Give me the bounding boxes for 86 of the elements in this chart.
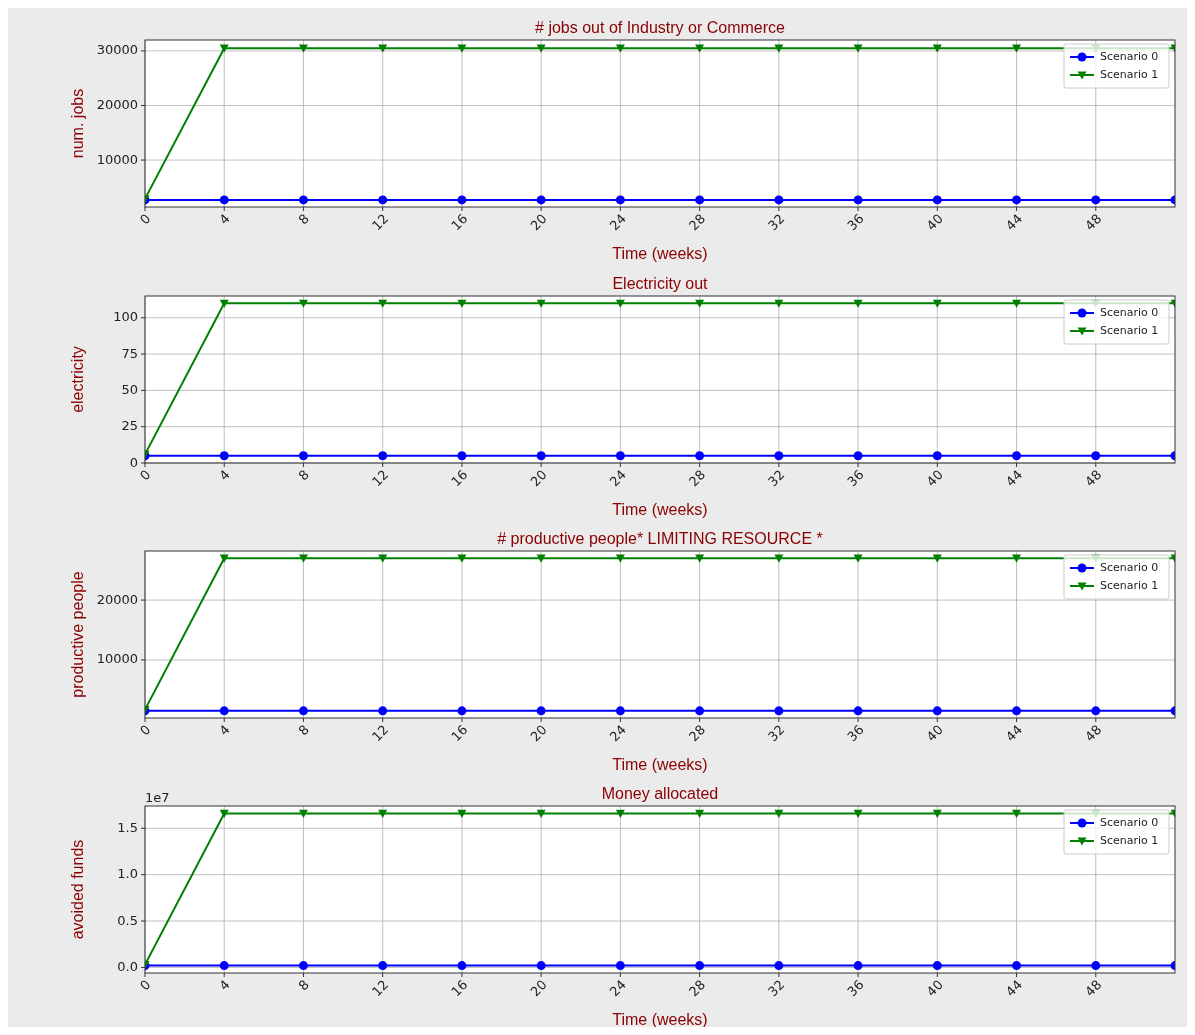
chart-title: Electricity out (612, 275, 709, 292)
x-tick-label: 4 (216, 466, 233, 484)
x-axis-title: Time (weeks) (612, 501, 708, 518)
x-tick-label: 32 (765, 721, 788, 745)
x-tick-label: 40 (923, 721, 946, 745)
x-tick-label: 36 (844, 210, 867, 234)
legend-label: Scenario 0 (1100, 561, 1159, 574)
x-tick-label: 36 (844, 466, 867, 490)
y-tick-label: 50 (121, 381, 138, 397)
x-tick-label: 0 (137, 210, 154, 228)
legend-label: Scenario 0 (1100, 50, 1159, 63)
x-tick-label: 12 (368, 976, 392, 1000)
x-tick-label: 16 (448, 976, 471, 1000)
y-tick-label: 30000 (96, 42, 138, 58)
y-tick-label: 75 (121, 345, 138, 361)
text: 1e7 (145, 790, 170, 805)
y-tick-label: 1.0 (117, 866, 138, 882)
x-tick-label: 12 (368, 210, 392, 234)
x-tick-label: 36 (844, 976, 867, 1000)
y-axis-title: productive people (69, 571, 86, 698)
x-tick-label: 8 (295, 210, 313, 228)
y-tick-label: 10000 (96, 151, 138, 167)
x-tick-label: 24 (606, 210, 629, 234)
legend-label: Scenario 0 (1100, 816, 1159, 829)
x-tick-label: 24 (606, 721, 629, 745)
y-tick-label: 20000 (96, 591, 138, 607)
x-axis-title: Time (weeks) (612, 245, 708, 262)
x-tick-label: 44 (1002, 210, 1026, 234)
x-tick-label: 28 (685, 721, 709, 745)
x-tick-label: 8 (295, 466, 313, 484)
x-tick-label: 36 (844, 721, 867, 745)
y-tick-label: 100 (113, 309, 138, 325)
y-axis-title: electricity (69, 346, 86, 413)
y-tick-label: 1.5 (117, 819, 138, 835)
y-axis-title: num. jobs (69, 88, 86, 159)
x-tick-label: 44 (1002, 976, 1026, 1000)
x-tick-label: 28 (685, 976, 709, 1000)
y-tick-label: 10000 (96, 651, 138, 667)
x-tick-label: 48 (1082, 721, 1105, 745)
x-tick-label: 20 (527, 210, 550, 234)
x-tick-label: 20 (527, 466, 550, 490)
x-tick-label: 24 (606, 466, 629, 490)
x-tick-label: 8 (295, 976, 313, 994)
legend-label: Scenario 1 (1100, 68, 1159, 81)
x-tick-label: 0 (137, 466, 154, 484)
x-tick-label: 0 (137, 721, 154, 739)
chart-title: Money allocated (601, 785, 719, 802)
x-tick-label: 16 (448, 210, 471, 234)
x-tick-label: 16 (448, 721, 471, 745)
y-tick-label: 0 (129, 454, 138, 470)
x-tick-label: 0 (137, 976, 154, 994)
x-tick-label: 12 (368, 721, 392, 745)
legend-label: Scenario 1 (1100, 324, 1159, 337)
x-tick-label: 32 (765, 466, 788, 490)
x-tick-label: 24 (606, 976, 629, 1000)
x-axis-title: Time (weeks) (612, 756, 708, 773)
x-tick-label: 4 (216, 976, 233, 994)
y-axis-title: avoided funds (69, 839, 86, 940)
legend-label: Scenario 1 (1100, 834, 1159, 847)
x-tick-label: 32 (765, 210, 788, 234)
x-tick-label: 4 (216, 721, 233, 739)
x-tick-label: 32 (765, 976, 788, 1000)
x-tick-label: 12 (368, 466, 392, 490)
x-tick-label: 8 (295, 721, 313, 739)
x-tick-label: 28 (685, 210, 709, 234)
legend-label: Scenario 0 (1100, 306, 1159, 319)
x-tick-label: 16 (448, 466, 471, 490)
x-tick-label: 40 (923, 976, 946, 1000)
x-tick-label: 44 (1002, 721, 1026, 745)
x-tick-label: 28 (685, 466, 709, 490)
legend-label: Scenario 1 (1100, 579, 1159, 592)
y-tick-label: 0.5 (117, 912, 138, 928)
y-tick-label: 0.0 (117, 958, 138, 974)
x-tick-label: 20 (527, 976, 550, 1000)
x-tick-label: 40 (923, 466, 946, 490)
x-tick-label: 48 (1082, 976, 1105, 1000)
y-tick-label: 25 (121, 418, 138, 434)
x-tick-label: 40 (923, 210, 946, 234)
y-tick-label: 20000 (96, 96, 138, 112)
x-tick-label: 48 (1082, 210, 1105, 234)
x-tick-label: 44 (1002, 466, 1026, 490)
x-tick-label: 48 (1082, 466, 1105, 490)
chart-title: # productive people* LIMITING RESOURCE * (497, 530, 823, 547)
x-tick-label: 20 (527, 721, 550, 745)
x-tick-label: 4 (216, 210, 233, 228)
chart-title: # jobs out of Industry or Commerce (535, 19, 786, 36)
